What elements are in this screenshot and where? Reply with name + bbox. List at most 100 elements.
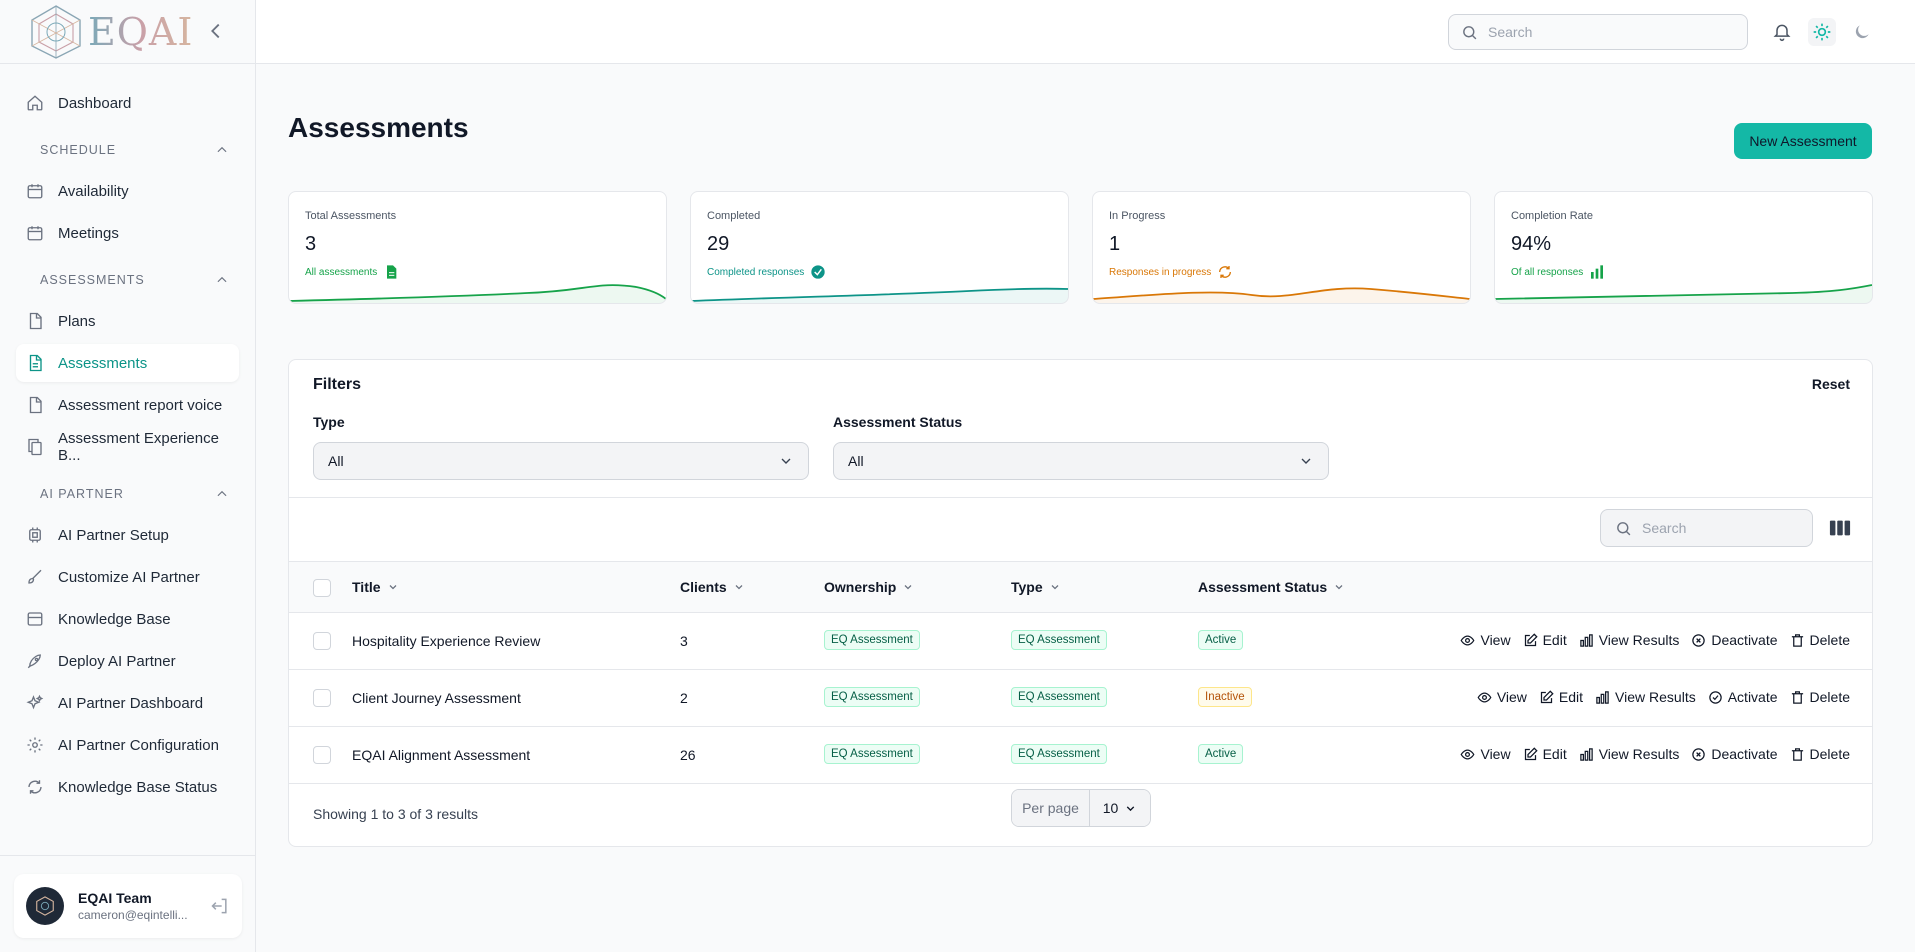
new-assessment-button[interactable]: New Assessment bbox=[1734, 123, 1872, 159]
divider bbox=[289, 497, 1872, 498]
edit-button[interactable]: Edit bbox=[1539, 689, 1583, 705]
notifications-button[interactable] bbox=[1768, 18, 1796, 46]
delete-button[interactable]: Delete bbox=[1790, 746, 1850, 762]
sidebar-item-ai-partner-configuration[interactable]: AI Partner Configuration bbox=[16, 726, 239, 764]
delete-button[interactable]: Delete bbox=[1790, 632, 1850, 648]
edit-button[interactable]: Edit bbox=[1523, 632, 1567, 648]
sidebar-item-assessments[interactable]: Assessments bbox=[16, 344, 239, 382]
brand-header: EQAI bbox=[0, 0, 255, 64]
moon-icon bbox=[1855, 25, 1869, 39]
sidebar-item-label: AI Partner Setup bbox=[58, 526, 169, 544]
per-page-label: Per page bbox=[1012, 790, 1090, 826]
sidebar-item-dashboard[interactable]: Dashboard bbox=[16, 84, 239, 122]
row-actions: View Edit View Results Deactivate Delete bbox=[1460, 746, 1850, 762]
row-clients: 2 bbox=[680, 690, 688, 706]
select-all-checkbox[interactable] bbox=[313, 579, 331, 597]
type-filter-select[interactable]: All bbox=[313, 442, 809, 480]
table-search-input[interactable] bbox=[1642, 520, 1802, 536]
status-filter-select[interactable]: All bbox=[833, 442, 1329, 480]
status-badge: Active bbox=[1198, 744, 1244, 764]
ownership-badge: EQ Assessment bbox=[824, 630, 920, 650]
light-mode-button[interactable] bbox=[1808, 18, 1836, 46]
chevron-down-icon bbox=[904, 585, 912, 590]
bar-chart-icon bbox=[1579, 747, 1593, 761]
home-icon bbox=[27, 95, 43, 111]
table-search[interactable] bbox=[1600, 509, 1813, 547]
view-results-button[interactable]: View Results bbox=[1595, 689, 1696, 705]
sidebar-item-customize-ai-partner[interactable]: Customize AI Partner bbox=[16, 558, 239, 596]
view-button[interactable]: View bbox=[1460, 746, 1511, 762]
logout-icon[interactable] bbox=[210, 896, 230, 916]
row-checkbox[interactable] bbox=[313, 746, 331, 764]
status-badge: Inactive bbox=[1198, 687, 1252, 707]
row-clients: 3 bbox=[680, 633, 688, 649]
dark-mode-button[interactable] bbox=[1848, 18, 1876, 46]
stats-row: Total Assessments 3 All assessments Comp… bbox=[288, 191, 1873, 304]
sidebar-item-ai-partner-setup[interactable]: AI Partner Setup bbox=[16, 516, 239, 554]
row-checkbox[interactable] bbox=[313, 632, 331, 650]
search-icon bbox=[1463, 25, 1477, 39]
user-card[interactable]: EQAI Team cameron@eqintelli... bbox=[14, 874, 242, 938]
deactivate-button[interactable]: Deactivate bbox=[1691, 746, 1778, 762]
section-assessments[interactable]: ASSESSMENTS bbox=[40, 262, 239, 298]
sidebar-item-assessment-report-voice[interactable]: Assessment report voice bbox=[16, 386, 239, 424]
brand-name: EQAI bbox=[88, 9, 194, 54]
refresh-icon bbox=[28, 780, 42, 794]
per-page-select[interactable]: Per page 10 bbox=[1011, 789, 1151, 827]
stat-label: In Progress bbox=[1109, 210, 1166, 222]
sidebar-item-label: Deploy AI Partner bbox=[58, 652, 176, 670]
column-title[interactable]: Title bbox=[352, 579, 399, 595]
file-icon bbox=[29, 396, 42, 414]
gear-icon bbox=[27, 737, 43, 753]
sidebar-item-availability[interactable]: Availability bbox=[16, 172, 239, 210]
column-clients[interactable]: Clients bbox=[680, 579, 745, 595]
activate-button[interactable]: Activate bbox=[1708, 689, 1778, 705]
stat-label: Completed bbox=[707, 210, 761, 222]
sidebar-item-meetings[interactable]: Meetings bbox=[16, 214, 239, 252]
reset-filters-button[interactable]: Reset bbox=[1811, 376, 1850, 392]
sidebar-item-label: Meetings bbox=[58, 224, 119, 242]
sidebar-item-plans[interactable]: Plans bbox=[16, 302, 239, 340]
view-button[interactable]: View bbox=[1477, 689, 1527, 705]
stat-card-completion-rate: Completion Rate 94% Of all responses bbox=[1494, 191, 1873, 304]
x-circle-icon bbox=[1692, 633, 1706, 647]
chevron-down-icon bbox=[781, 458, 791, 464]
copy-icon bbox=[28, 438, 42, 456]
deactivate-button[interactable]: Deactivate bbox=[1691, 632, 1778, 648]
archive-icon bbox=[27, 612, 43, 626]
chevron-left-icon[interactable] bbox=[205, 20, 227, 42]
global-search[interactable] bbox=[1448, 14, 1748, 50]
bell-icon bbox=[1773, 24, 1791, 42]
cpu-icon bbox=[29, 527, 41, 543]
delete-button[interactable]: Delete bbox=[1790, 689, 1850, 705]
check-circle-icon bbox=[1708, 690, 1722, 704]
stat-value: 1 bbox=[1109, 233, 1121, 255]
row-checkbox[interactable] bbox=[313, 689, 331, 707]
sidebar-item-label: Availability bbox=[58, 182, 129, 200]
stat-sub: Responses in progress bbox=[1109, 264, 1233, 280]
per-page-value-wrap[interactable]: 10 bbox=[1090, 790, 1150, 826]
sidebar-item-knowledge-base-status[interactable]: Knowledge Base Status bbox=[16, 768, 239, 806]
section-ai-partner[interactable]: AI PARTNER bbox=[40, 476, 239, 512]
view-results-button[interactable]: View Results bbox=[1579, 632, 1680, 648]
column-ownership[interactable]: Ownership bbox=[824, 579, 914, 595]
action-label: View Results bbox=[1598, 632, 1680, 648]
section-schedule[interactable]: SCHEDULE bbox=[40, 132, 239, 168]
trash-icon bbox=[1791, 690, 1803, 704]
stat-sub: Completed responses bbox=[707, 264, 826, 280]
sidebar-item-ai-partner-dashboard[interactable]: AI Partner Dashboard bbox=[16, 684, 239, 722]
type-badge: EQ Assessment bbox=[1011, 744, 1107, 764]
view-button[interactable]: View bbox=[1460, 632, 1511, 648]
view-results-button[interactable]: View Results bbox=[1579, 746, 1679, 762]
column-type[interactable]: Type bbox=[1011, 579, 1061, 595]
global-search-input[interactable] bbox=[1488, 24, 1728, 40]
sidebar-item-deploy-ai-partner[interactable]: Deploy AI Partner bbox=[16, 642, 239, 680]
column-assessment-status[interactable]: Assessment Status bbox=[1198, 579, 1345, 595]
columns-icon[interactable] bbox=[1829, 518, 1851, 538]
rocket-icon bbox=[27, 654, 41, 669]
topbar bbox=[256, 0, 1915, 64]
stat-sub-text: Responses in progress bbox=[1109, 266, 1212, 278]
edit-button[interactable]: Edit bbox=[1523, 746, 1567, 762]
sidebar-item-assessment-experience[interactable]: Assessment Experience B... bbox=[16, 428, 239, 466]
sidebar-item-knowledge-base[interactable]: Knowledge Base bbox=[16, 600, 239, 638]
